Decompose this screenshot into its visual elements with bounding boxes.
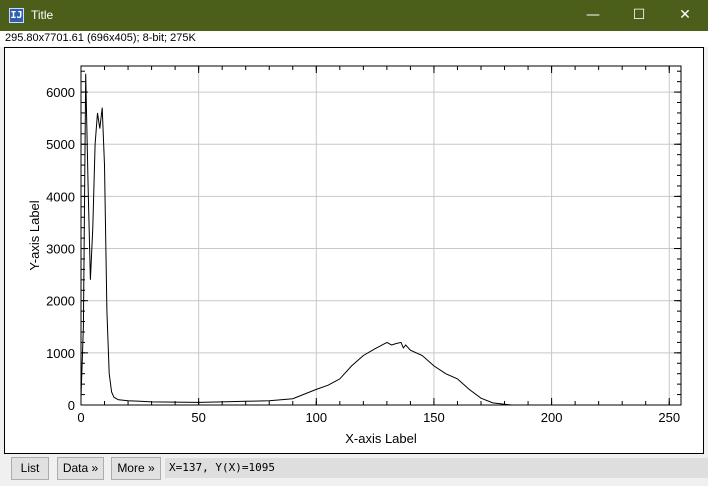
more-button[interactable]: More »: [111, 457, 161, 480]
window-title: Title: [31, 8, 54, 22]
title-bar: IJ Title — ☐ ✕: [0, 0, 708, 31]
y-tick-label-4000: 4000: [46, 189, 75, 204]
imagej-app-icon: IJ: [9, 8, 24, 23]
histogram-plot: 0 50 100 150 200 250 0 1000 2000 3000 4000 5000 6000…: [27, 65, 682, 446]
close-button[interactable]: ✕: [679, 7, 691, 23]
series-line-1: [80, 73, 681, 406]
x-axis-label: X-axis Label: [345, 431, 417, 446]
x-tick-label-0: 0: [77, 410, 84, 425]
list-button[interactable]: List: [11, 457, 49, 480]
x-tick-label-100: 100: [305, 410, 327, 425]
plot-canvas[interactable]: 0 50 100 150 200 250 0 1000 2000 3000 4000 5000 6000…: [4, 47, 704, 454]
y-tick-label-3000: 3000: [46, 242, 75, 257]
x-tick-label-200: 200: [541, 410, 563, 425]
coordinate-readout: X=137, Y(X)=1095: [165, 458, 708, 478]
x-tick-label-250: 250: [658, 410, 680, 425]
x-tick-label-50: 50: [191, 410, 205, 425]
y-tick-label-5000: 5000: [46, 137, 75, 152]
y-tick-label-0: 0: [68, 398, 75, 413]
maximize-button[interactable]: ☐: [632, 7, 646, 23]
data-button[interactable]: Data »: [57, 457, 104, 480]
y-tick-label-1000: 1000: [46, 346, 75, 361]
plot-area-border: [80, 65, 682, 406]
image-info: 295.80x7701.61 (696x405); 8-bit; 275K: [0, 31, 708, 47]
y-tick-label-2000: 2000: [46, 294, 75, 309]
y-axis-label: Y-axis Label: [27, 200, 42, 270]
x-tick-label-150: 150: [423, 410, 445, 425]
y-tick-label-6000: 6000: [46, 85, 75, 100]
minimize-button[interactable]: —: [586, 7, 600, 23]
bottom-toolbar: List Data » More » X=137, Y(X)=1095: [0, 454, 708, 486]
